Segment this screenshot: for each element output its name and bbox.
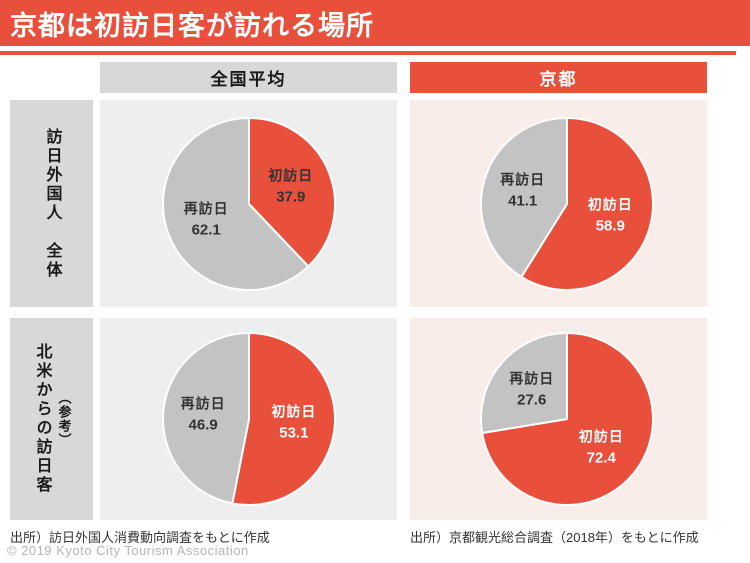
row-label-all-visitors: 訪日外国人 全体 xyxy=(10,100,93,307)
title-underline xyxy=(0,51,736,55)
slice-label-repeat-visit: 再訪日 46.9 xyxy=(180,394,226,433)
slice-label-repeat-visit: 再訪日 62.1 xyxy=(183,200,229,239)
panel-kyoto-north-america: 初訪日 72.4 再訪日 27.6 xyxy=(410,318,707,520)
pie-svg xyxy=(161,116,336,291)
pie-slice-first-visit xyxy=(519,116,654,291)
slice-label-first-visit: 初訪日 72.4 xyxy=(578,428,624,467)
slice-label-first-visit: 初訪日 58.9 xyxy=(587,196,633,235)
source-note-national: 出所）訪日外国人消費動向調査をもとに作成 xyxy=(10,530,270,545)
pie-slice-first-visit xyxy=(247,116,336,267)
pie-slice-repeat-visit xyxy=(161,116,309,291)
slice-label-repeat-visit: 再訪日 41.1 xyxy=(500,171,546,210)
pie-svg xyxy=(479,116,654,291)
pie-chart-kyoto-north-america: 初訪日 72.4 再訪日 27.6 xyxy=(478,330,656,508)
row-label-north-america: 北米からの訪日客 （参考） xyxy=(10,318,93,520)
pie-chart-national-all-visitors: 初訪日 37.9 再訪日 62.1 xyxy=(160,115,338,293)
row-label-north-america-note: （参考） xyxy=(56,391,72,447)
pie-chart-kyoto-all-visitors: 初訪日 58.9 再訪日 41.1 xyxy=(478,115,656,293)
slice-label-first-visit: 初訪日 53.1 xyxy=(271,403,317,442)
column-header-national: 全国平均 xyxy=(100,62,397,93)
row-label-north-america-text: 北米からの訪日客 xyxy=(33,343,51,495)
column-header-kyoto: 京都 xyxy=(410,62,707,93)
copyright-notice: © 2019 Kyoto City Tourism Association xyxy=(7,543,249,558)
title-bar: 京都は初訪日客が訪れる場所 xyxy=(0,0,750,46)
row-label-all-visitors-text: 訪日外国人 全体 xyxy=(43,127,61,280)
slice-label-repeat-visit: 再訪日 27.6 xyxy=(509,369,555,408)
slide-title: 京都は初訪日客が訪れる場所 xyxy=(10,10,374,41)
panel-national-all-visitors: 初訪日 37.9 再訪日 62.1 xyxy=(100,100,397,307)
pie-svg xyxy=(479,332,654,506)
pie-slice-first-visit xyxy=(230,332,336,506)
pie-chart-national-north-america: 初訪日 53.1 再訪日 46.9 xyxy=(160,330,338,508)
panel-kyoto-all-visitors: 初訪日 58.9 再訪日 41.1 xyxy=(410,100,707,307)
pie-slice-repeat-visit xyxy=(479,116,568,278)
slice-label-first-visit: 初訪日 37.9 xyxy=(268,166,314,205)
pie-slice-repeat-visit xyxy=(479,332,568,434)
source-note-kyoto: 出所）京都観光総合調査（2018年）をもとに作成 xyxy=(410,530,699,545)
pie-svg xyxy=(161,332,336,506)
panel-national-north-america: 初訪日 53.1 再訪日 46.9 xyxy=(100,318,397,520)
pie-slice-repeat-visit xyxy=(161,332,250,505)
